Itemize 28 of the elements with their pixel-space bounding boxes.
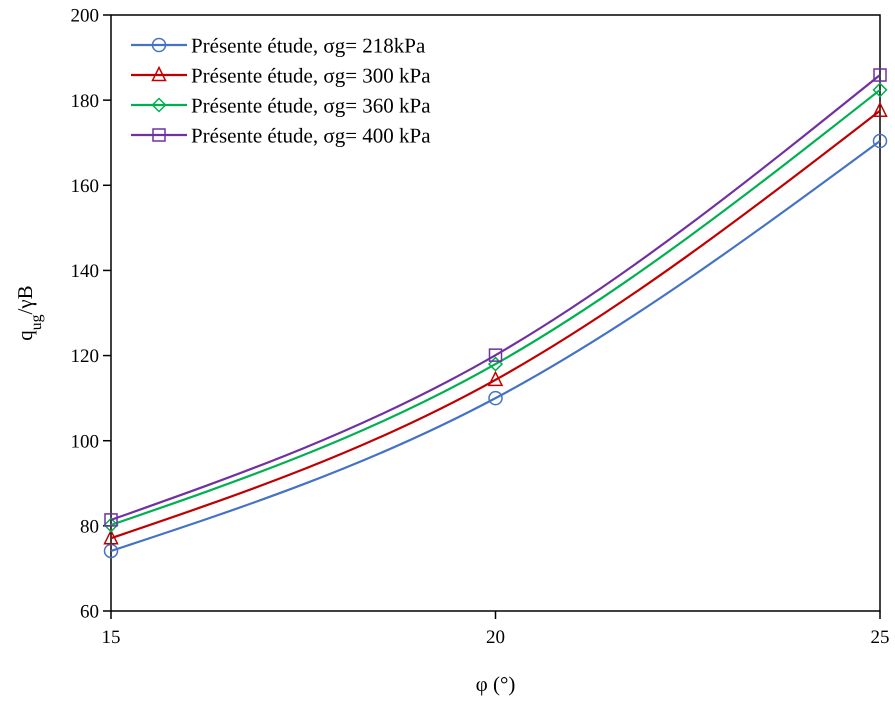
point xyxy=(104,530,118,544)
x-axis-title: φ (°) xyxy=(476,672,516,696)
point xyxy=(104,513,118,527)
y-tick-label: 200 xyxy=(70,6,99,27)
y-tick-label: 60 xyxy=(80,602,99,623)
point xyxy=(104,518,118,532)
y-tick-label: 180 xyxy=(70,90,99,112)
x-tick-label: 20 xyxy=(486,627,505,648)
y-tick-label: 160 xyxy=(70,176,99,197)
point xyxy=(488,390,503,406)
point xyxy=(488,356,503,372)
y-tick-label: 100 xyxy=(70,431,99,452)
point xyxy=(872,102,888,118)
legend-label: Présente étude, σg= 300 kPa xyxy=(191,63,432,88)
x-tick-label: 25 xyxy=(870,627,890,648)
legend-label: Présente étude, σg= 400 kPa xyxy=(191,123,432,148)
point xyxy=(873,68,887,82)
point xyxy=(488,372,503,386)
point xyxy=(872,82,888,98)
x-tick-label: 15 xyxy=(102,627,120,648)
point xyxy=(104,544,118,558)
y-tick-label: 120 xyxy=(70,346,99,368)
legend-label: Présente étude, σg= 360 kPa xyxy=(191,93,432,118)
point xyxy=(872,134,888,148)
point xyxy=(488,348,502,362)
legend-label: Présente étude, σg= 218kPa xyxy=(191,33,426,58)
y-tick-label: 140 xyxy=(70,261,99,282)
y-tick-label: 80 xyxy=(80,516,99,538)
